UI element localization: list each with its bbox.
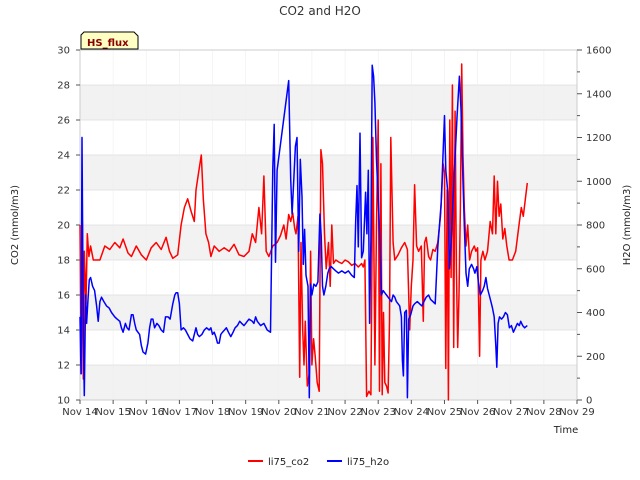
x-tick-label: Nov 20: [261, 407, 296, 418]
band: [80, 85, 577, 120]
y2-tick-label: 1200: [586, 133, 611, 144]
chart-title: CO2 and H2O: [279, 4, 361, 18]
legend: li75_co2 li75_h2o: [248, 457, 389, 468]
x-tick-label: Nov 22: [327, 407, 362, 418]
y-tick-label: 14: [57, 326, 70, 337]
x-tick-label: Nov 15: [95, 407, 130, 418]
y-tick-label: 16: [57, 291, 70, 302]
legend-label-co2: li75_co2: [268, 457, 309, 468]
x-tick-label: Nov 29: [559, 407, 594, 418]
y-tick-label: 20: [57, 221, 70, 232]
y2-tick-label: 400: [586, 308, 605, 319]
band: [80, 155, 577, 190]
badge: HS_flux: [81, 32, 138, 49]
x-tick-label: Nov 26: [460, 407, 495, 418]
y2-tick-label: 800: [586, 221, 605, 232]
x-tick-label: Nov 18: [195, 407, 230, 418]
y2-tick-label: 600: [586, 264, 605, 275]
y2-tick-label: 200: [586, 352, 605, 363]
x-tick-label: Nov 14: [62, 407, 97, 418]
band: [80, 365, 577, 400]
y-tick-label: 12: [57, 361, 70, 372]
x-tick-label: Nov 19: [228, 407, 263, 418]
x-tick-label: Nov 23: [360, 407, 395, 418]
y-tick-label: 26: [57, 116, 70, 127]
y2-axis-title: H2O (mmol/m3): [622, 185, 633, 266]
y-tick-label: 24: [57, 151, 70, 162]
y-tick-label: 10: [57, 396, 70, 407]
legend-label-h2o: li75_h2o: [347, 457, 389, 468]
y2-tick-label: 0: [586, 396, 592, 407]
x-tick-label: Nov 25: [427, 407, 462, 418]
y2-tick-label: 1600: [586, 46, 611, 57]
y2-tick-label: 1400: [586, 89, 611, 100]
x-tick-label: Nov 21: [294, 407, 329, 418]
badge-label: HS_flux: [87, 38, 129, 49]
x-axis-title: Time: [553, 425, 578, 436]
x-tick-label: Nov 24: [394, 407, 429, 418]
chart-svg: CO2 and H2O 10 12 14 16 18 20 22 24 26 28 30 0 200 40…: [0, 0, 640, 480]
x-tick-label: Nov 28: [526, 407, 561, 418]
y-tick-label: 18: [57, 256, 70, 267]
y2-tick-label: 1000: [586, 177, 611, 188]
y-axis-title: CO2 (mmol/m3): [10, 185, 21, 265]
y-tick-label: 28: [57, 81, 70, 92]
y-tick-label: 30: [57, 46, 70, 57]
x-tick-label: Nov 16: [129, 407, 164, 418]
x-tick-label: Nov 27: [493, 407, 528, 418]
x-tick-label: Nov 17: [162, 407, 197, 418]
y-tick-label: 22: [57, 186, 70, 197]
